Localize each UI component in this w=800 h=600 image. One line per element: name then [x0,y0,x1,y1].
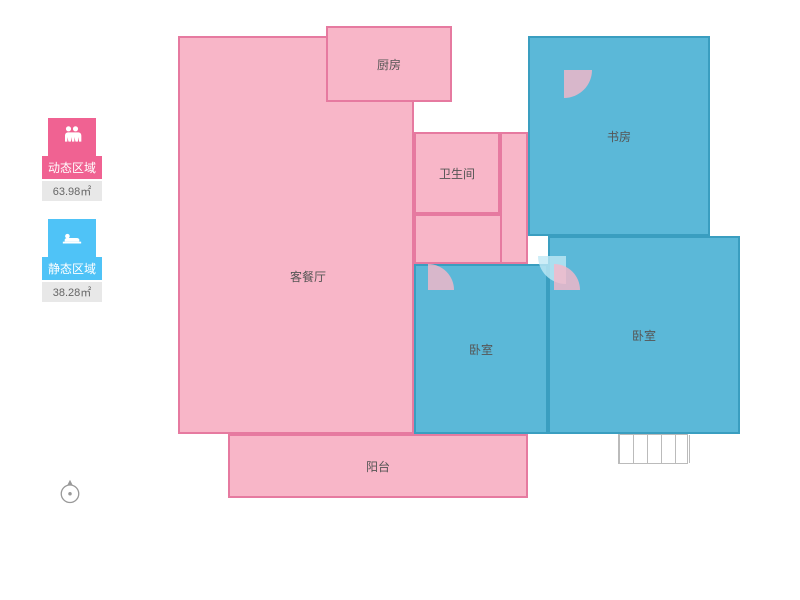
legend-static: 静态区域 38.28㎡ [38,219,106,302]
room-bed1: 卧室 [414,264,548,434]
legend-dynamic-label: 动态区域 [42,156,102,179]
room-study: 书房 [528,36,710,236]
room-corridor2 [500,132,528,264]
room-label-bed2: 卧室 [632,327,656,344]
room-label-bed1: 卧室 [469,341,493,358]
legend-dynamic: 动态区域 63.98㎡ [38,118,106,201]
legend-static-label: 静态区域 [42,257,102,280]
room-label-study: 书房 [607,128,631,145]
room-bed2: 卧室 [548,236,740,434]
room-balcony: 阳台 [228,434,528,498]
people-icon [48,118,96,156]
legend: 动态区域 63.98㎡ 静态区域 38.28㎡ [38,118,106,320]
rest-icon [48,219,96,257]
compass-icon [56,478,84,506]
room-label-balcony: 阳台 [366,458,390,475]
room-label-kitchen: 厨房 [377,56,401,73]
legend-dynamic-value: 63.98㎡ [42,181,102,201]
room-bath: 卫生间 [414,132,500,214]
legend-static-value: 38.28㎡ [42,282,102,302]
room-label-bath: 卫生间 [439,165,475,182]
room-kitchen: 厨房 [326,26,452,102]
floorplan: 客餐厅厨房卫生间阳台书房卧室卧室 [178,26,758,566]
balcony-rail [618,434,688,464]
room-label-living: 客餐厅 [290,268,326,285]
